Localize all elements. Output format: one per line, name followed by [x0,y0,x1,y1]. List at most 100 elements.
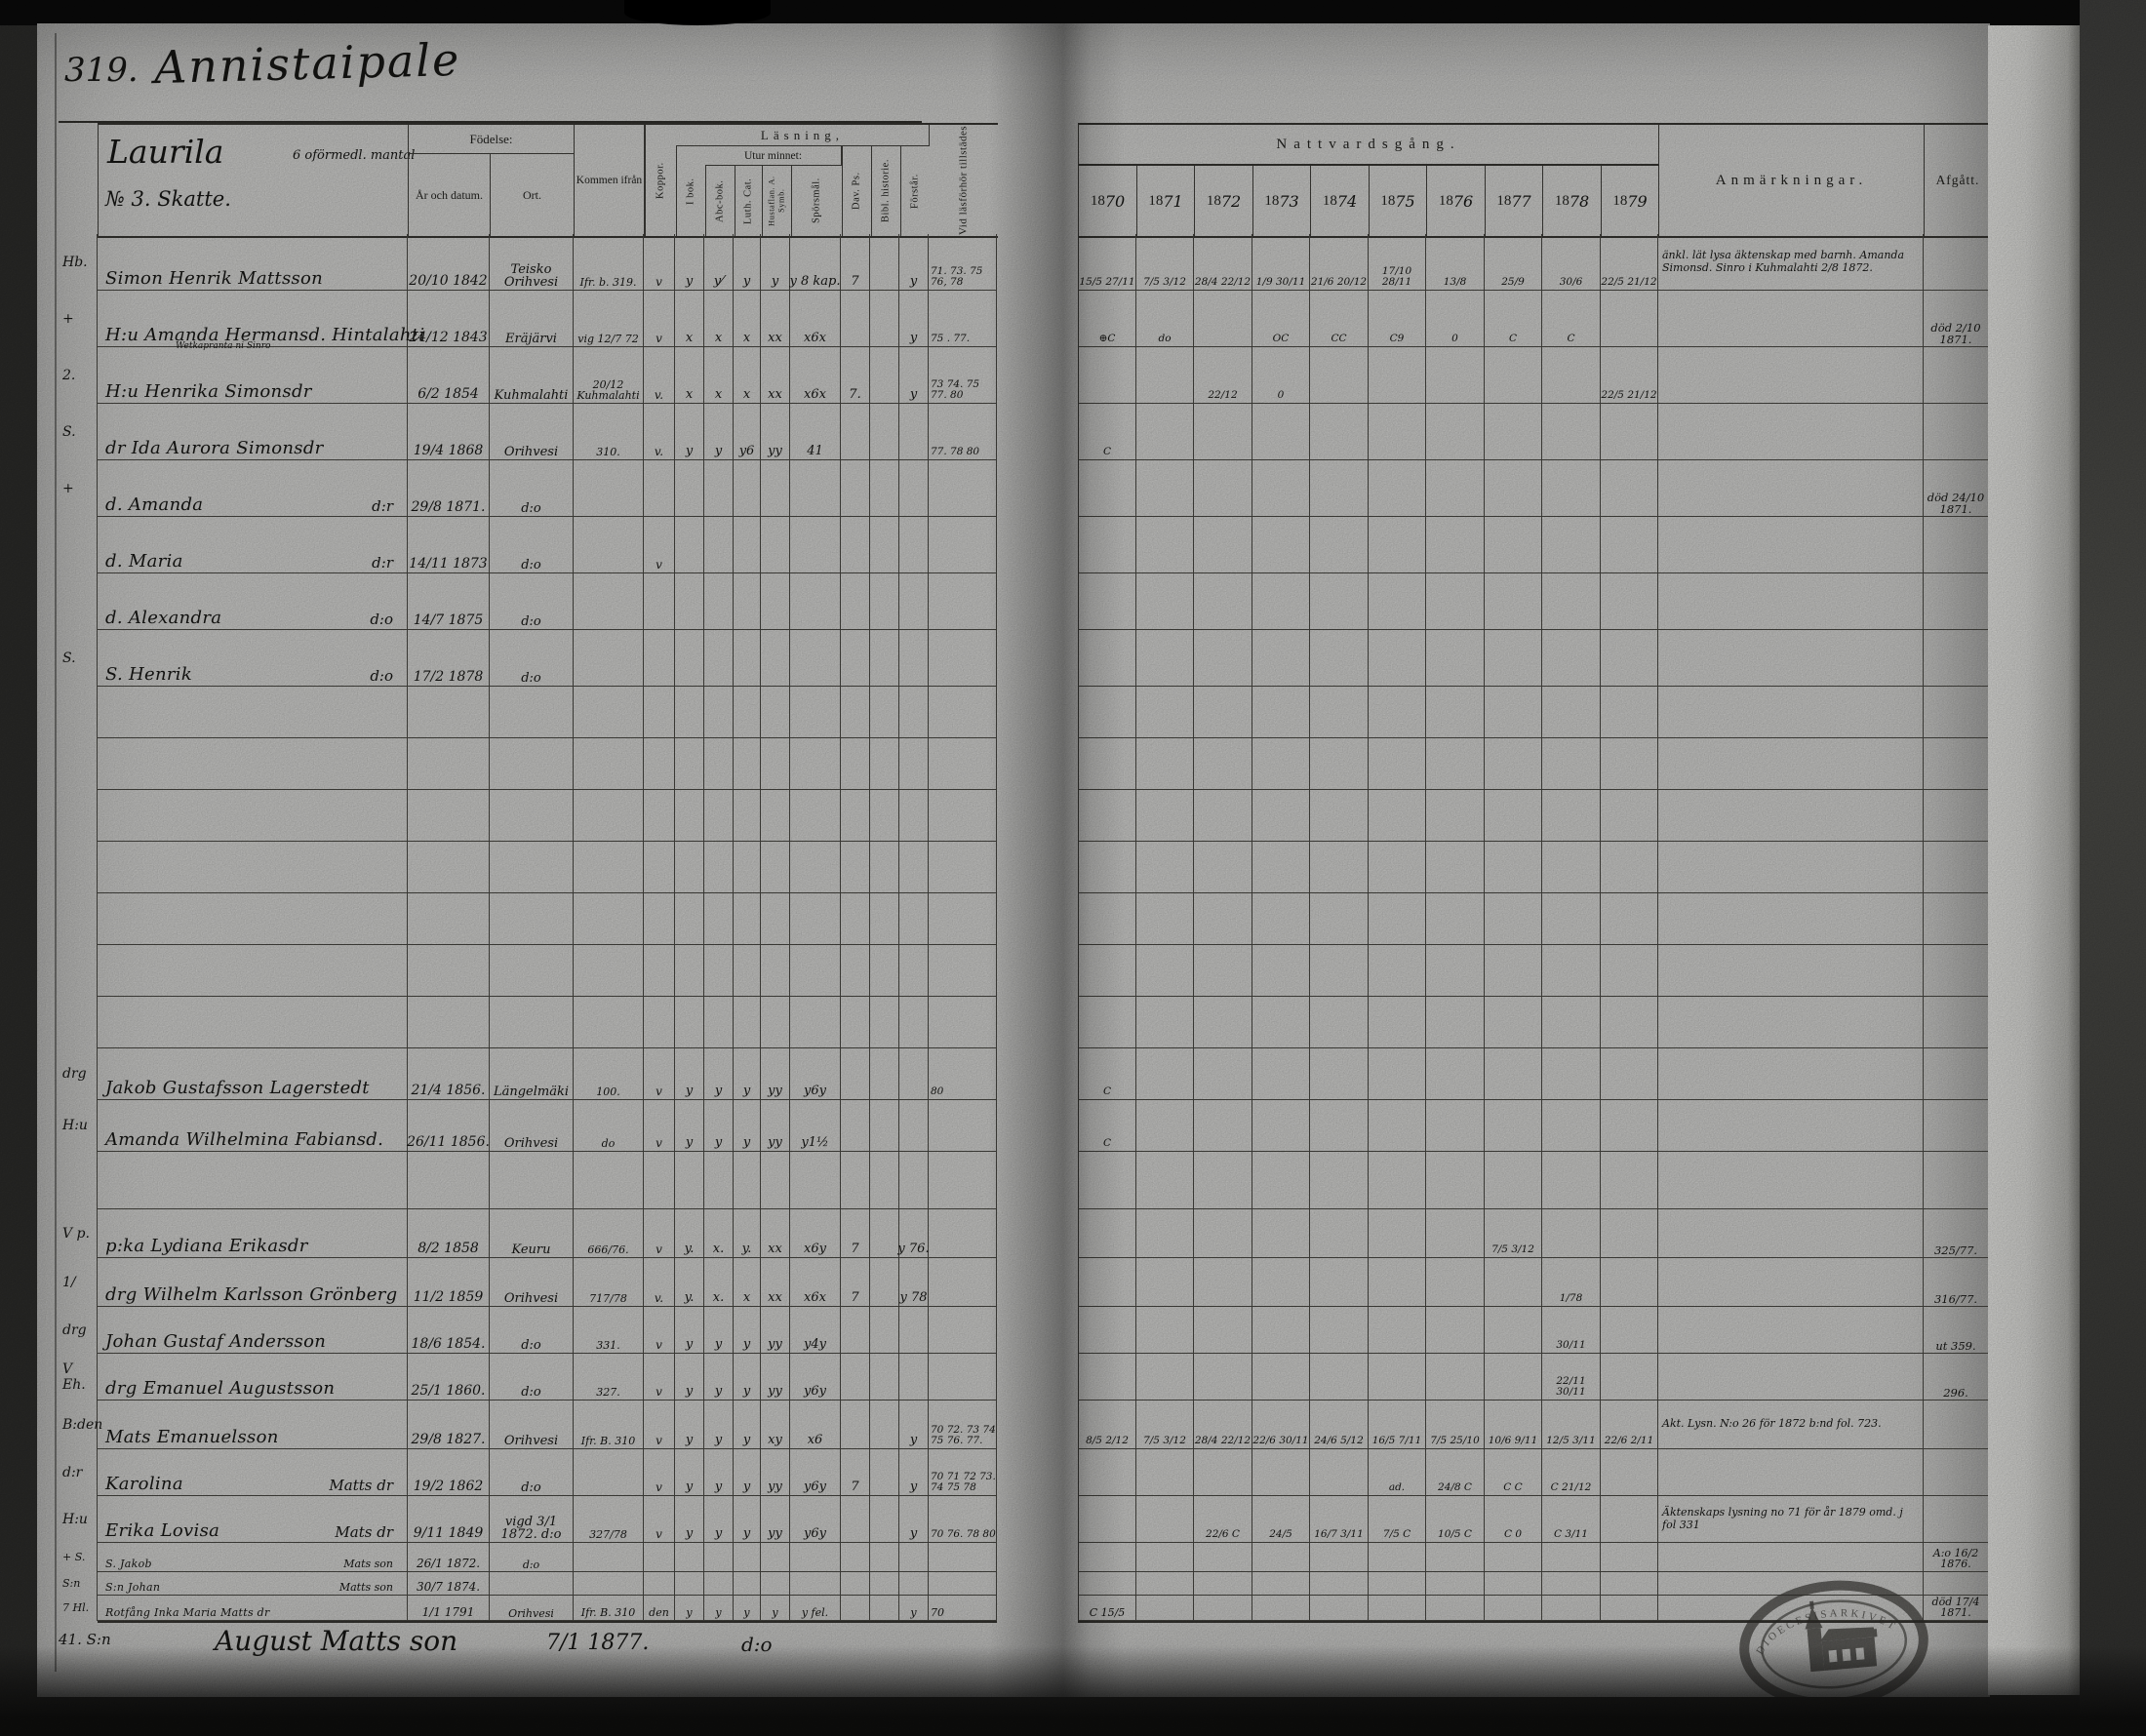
cell-cm4 [1310,573,1369,630]
cell-cm6 [1426,404,1485,460]
cell-rd2: x [734,1258,761,1307]
cell-gut [997,1449,1078,1496]
cell-rd3 [761,630,790,687]
cell-rem [1658,997,1924,1048]
cell-cm2 [1194,1543,1252,1572]
cell-cm6 [1426,347,1485,404]
header-remarks: Anmärkningar. [1659,125,1925,236]
cell-rd0 [675,1152,704,1209]
cell-cm7 [1485,1048,1542,1100]
cell-rd7: y 78 [899,1258,929,1307]
cell-cm4 [1310,1596,1369,1621]
cell-ort: d:o [490,630,574,687]
cell-rd2 [734,945,761,997]
cell-cm8: 1/78 [1542,1258,1601,1307]
cell-m: + S. [59,1543,98,1572]
cell-rd7: y [899,347,929,404]
cell-b: 18/6 1854. [408,1307,490,1354]
cell-rd4 [790,842,841,893]
cell-b [408,997,490,1048]
cell-cm8: C 3/11 [1542,1496,1601,1543]
cell-rd5 [841,1354,870,1401]
person-name: d. Alexandra [105,608,222,628]
cell-ort: Orihvesi [490,1100,574,1152]
cell-rd7 [899,1354,929,1401]
cell-rd5 [841,1543,870,1572]
table-row [59,842,1990,893]
cell-gut [997,687,1078,738]
cell-cm3 [1252,790,1310,842]
cell-rd0: y [675,1100,704,1152]
cell-rd7: y 76. [897,1209,930,1258]
year-header-row: 18 70 18 71 18 72 18 73 18 74 18 75 18 76 18 77 18 78 18 79 [1079,166,1659,236]
cell-m: 7 Hl. [59,1596,98,1621]
cell-cm3 [1252,945,1310,997]
cell-rd2 [734,687,761,738]
cell-from: do [574,1100,644,1152]
cell-cm0 [1078,1258,1136,1307]
cell-m [59,997,98,1048]
cell-rd4 [790,790,841,842]
cell-cm3 [1252,460,1310,517]
cell-rd7: y [899,291,929,347]
cell-cm2 [1194,997,1252,1048]
cell-cm6: 24/8 C [1426,1449,1485,1496]
cell-cm0 [1078,1449,1136,1496]
cell-cm5: ad. [1369,1449,1426,1496]
cell-from [574,945,644,997]
cell-dep [1924,738,1990,790]
cell-from: 666/76. [574,1209,644,1258]
cell-rd7 [899,790,929,842]
year-header-1873: 18 73 [1253,166,1311,236]
cell-cm4 [1310,1100,1369,1152]
table-row: d:r Karolina Matts dr 19/2 1862 d:o v y y y yy y6y… [59,1449,1990,1496]
cell-rd2: y [734,1307,761,1354]
cell-att [929,1209,997,1258]
cell-ort: Längelmäki [490,1048,574,1100]
cell-kop [644,842,675,893]
cell-rd4: y1½ [790,1100,841,1152]
cell-m: 1/ [59,1258,98,1307]
cell-from: 310. [574,404,644,460]
cell-name: d. Amanda d:r [98,460,408,517]
page-fore-edge [1988,25,2082,1695]
cell-rd6 [870,1152,899,1209]
cell-name: Karolina Matts dr [98,1449,408,1496]
header-smallpox: Koppor. [645,125,676,236]
cell-cm7 [1485,893,1542,945]
cell-cm3 [1252,1449,1310,1496]
cell-rd4 [790,893,841,945]
header-departed: Afgått. [1935,173,1980,187]
cell-from: 331. [574,1307,644,1354]
cell-rd6 [870,1449,899,1496]
cell-rd3: yy [761,1100,790,1152]
year-header-1871: 18 71 [1137,166,1195,236]
cell-cm1 [1136,1258,1194,1307]
cell-att [929,573,997,630]
cell-cm0 [1078,1209,1136,1258]
cell-cm8 [1542,630,1601,687]
cell-cm7: 10/6 9/11 [1485,1401,1542,1449]
cell-cm2 [1194,630,1252,687]
cell-rd5 [841,997,870,1048]
cell-rd0: y. [675,1258,704,1307]
cell-b [408,893,490,945]
cell-gut [997,997,1078,1048]
cell-cm0 [1078,573,1136,630]
cell-rd6 [870,1258,899,1307]
cell-rd7: y [899,234,929,291]
cell-ort: Kuhmalahti [490,347,574,404]
cell-kop [644,687,675,738]
cell-cm4 [1310,460,1369,517]
cell-rd2: y6 [734,404,761,460]
cell-rd5 [841,1596,870,1621]
cell-cm2 [1194,687,1252,738]
cell-b: 26/11 1856. [407,1100,490,1152]
cell-kop: v. [644,347,675,404]
cell-gut [997,1354,1078,1401]
cell-cm5 [1369,347,1426,404]
ditto-mark: d:o [370,611,393,628]
cell-rem: änkl. lät lysa äktenskap med barnh. Aman… [1658,234,1924,291]
cell-att [929,460,997,517]
cell-gut [997,1496,1078,1543]
